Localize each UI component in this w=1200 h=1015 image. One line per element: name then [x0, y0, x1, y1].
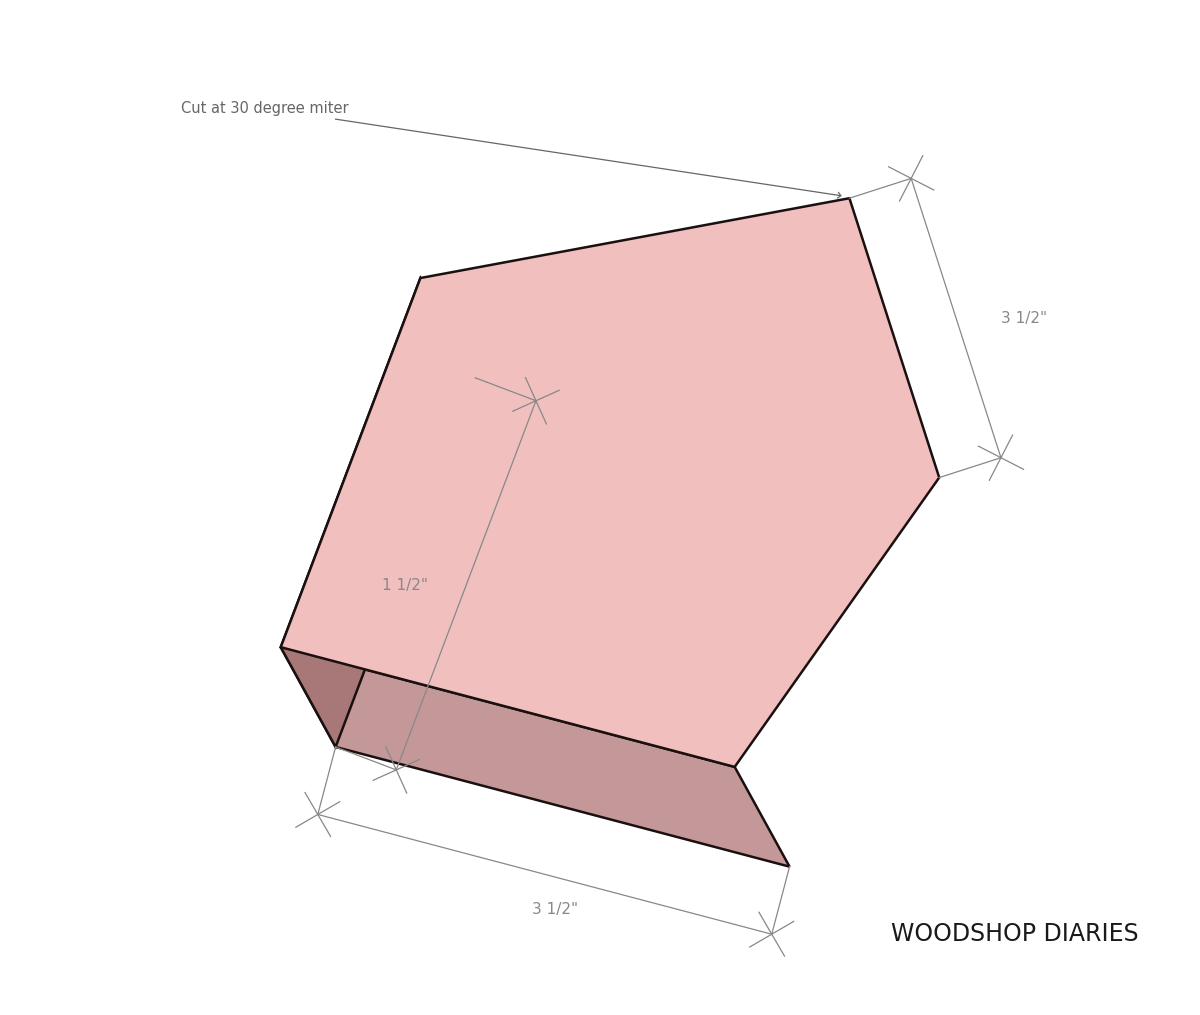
Polygon shape [281, 648, 790, 867]
Text: 3 1/2": 3 1/2" [532, 902, 578, 918]
Text: 3 1/2": 3 1/2" [1001, 311, 1048, 326]
Polygon shape [281, 278, 475, 747]
Text: Cut at 30 degree miter: Cut at 30 degree miter [181, 100, 841, 198]
Text: WOODSHOP DIARIES: WOODSHOP DIARIES [892, 923, 1139, 946]
Text: 1 1/2": 1 1/2" [382, 578, 428, 593]
Polygon shape [281, 198, 940, 767]
